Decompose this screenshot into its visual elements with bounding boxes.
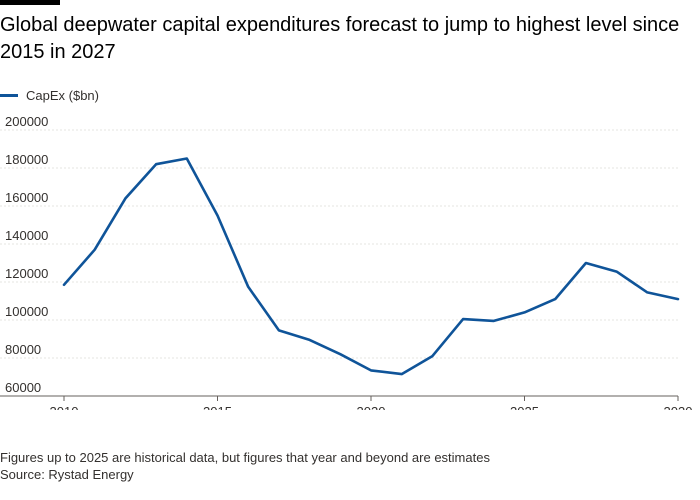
chart-title: Global deepwater capital expenditures fo…: [0, 14, 680, 63]
series-line-capex: [62, 157, 680, 376]
x-tick-label: 2020: [357, 404, 386, 410]
y-tick-label: 60000: [5, 380, 41, 395]
x-tick-label: 2015: [203, 404, 232, 410]
line-chart: 60000 80000 100000 120000 140000 160000 180000…: [0, 114, 693, 410]
x-tick-label: 2025: [510, 404, 539, 410]
y-tick-label: 100000: [5, 304, 48, 319]
y-tick-label: 120000: [5, 266, 48, 281]
footnote: Figures up to 2025 are historical data, …: [0, 450, 490, 465]
y-tick-label: 160000: [5, 190, 48, 205]
x-tick-label: 2010: [50, 404, 79, 410]
x-tick-label: 2030: [664, 404, 693, 410]
legend: CapEx ($bn): [0, 86, 99, 104]
y-tick-label: 180000: [5, 152, 48, 167]
chart-footer: Figures up to 2025 are historical data, …: [0, 449, 690, 483]
legend-swatch: [0, 93, 18, 97]
source-note: Source: Rystad Energy: [0, 467, 134, 482]
y-tick-label: 80000: [5, 342, 41, 357]
legend-label: CapEx ($bn): [26, 87, 99, 103]
brand-bar: [0, 0, 60, 5]
y-tick-label: 200000: [5, 114, 48, 129]
y-tick-label: 140000: [5, 228, 48, 243]
